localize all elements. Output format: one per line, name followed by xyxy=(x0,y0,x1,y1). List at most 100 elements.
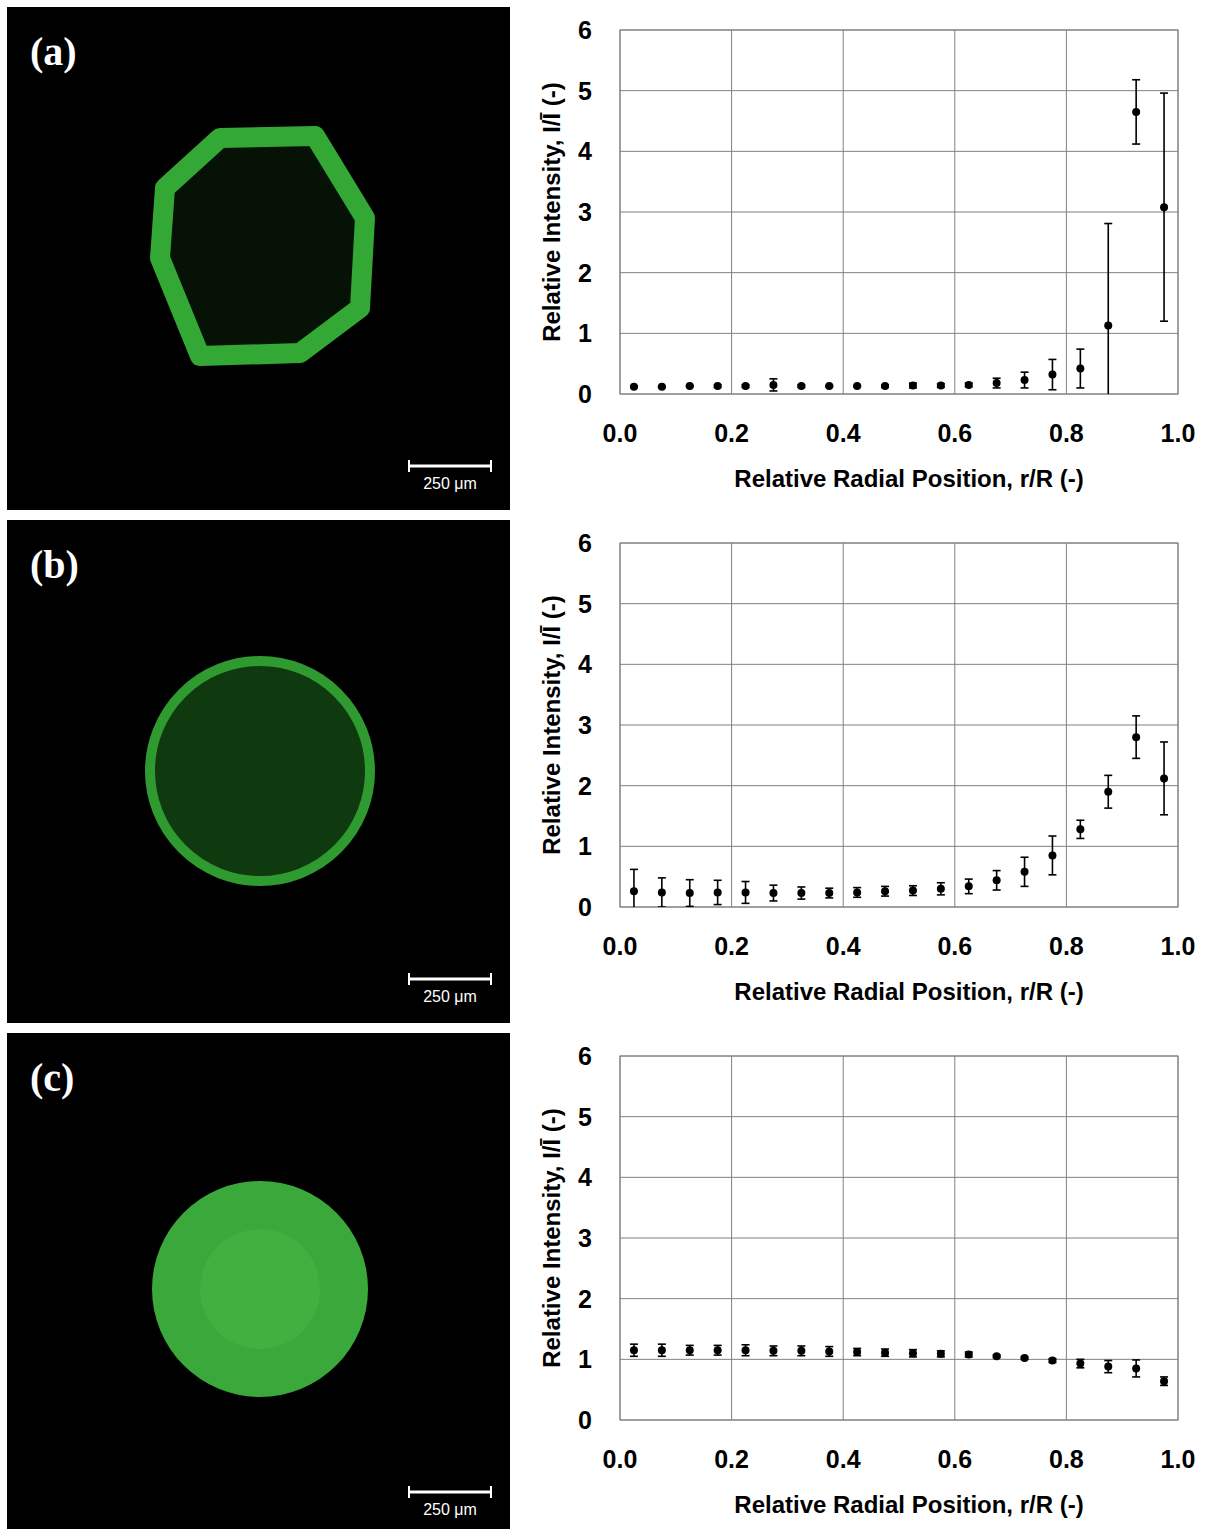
data-point xyxy=(825,1347,833,1355)
data-point xyxy=(825,382,833,390)
x-tick-label: 0.6 xyxy=(937,932,972,960)
capsule-core xyxy=(200,1229,320,1349)
data-point xyxy=(1104,1363,1112,1371)
data-point xyxy=(769,1347,777,1355)
y-tick-label: 6 xyxy=(578,16,592,44)
y-tick-label: 6 xyxy=(578,529,592,557)
error-bar xyxy=(937,883,945,895)
error-bar-stem xyxy=(1107,224,1109,394)
error-bar xyxy=(1076,820,1084,838)
data-point xyxy=(965,381,973,389)
error-bar-cap xyxy=(937,894,945,896)
grid-line xyxy=(620,90,1178,91)
error-bar xyxy=(881,1349,889,1356)
grid-line xyxy=(620,333,1178,334)
error-bar xyxy=(1132,1360,1140,1377)
grid-line xyxy=(620,603,1178,604)
error-bar-cap xyxy=(769,1355,777,1357)
y-tick-label: 5 xyxy=(578,1103,592,1131)
error-bar-cap xyxy=(881,886,889,888)
error-bar-cap xyxy=(993,889,1001,891)
data-point xyxy=(881,887,889,895)
grid-line xyxy=(954,543,955,907)
error-bar-cap xyxy=(1076,348,1084,350)
y-tick-label: 4 xyxy=(578,137,592,165)
error-bar-cap xyxy=(1160,320,1168,322)
error-bar-cap xyxy=(658,1356,666,1358)
y-tick-label: 1 xyxy=(578,319,592,347)
error-bar-cap xyxy=(714,1345,722,1347)
data-point xyxy=(658,1346,666,1354)
data-point xyxy=(1132,733,1140,741)
scale-bar xyxy=(409,465,491,468)
error-bar-cap xyxy=(769,900,777,902)
error-bar-cap xyxy=(825,887,833,889)
error-bar xyxy=(1048,359,1056,389)
y-tick-label: 0 xyxy=(578,380,592,408)
data-point xyxy=(881,382,889,390)
error-bar xyxy=(1160,93,1168,321)
error-bar-cap xyxy=(658,1343,666,1345)
data-point xyxy=(1021,868,1029,876)
error-bar-cap xyxy=(1021,856,1029,858)
data-point xyxy=(769,889,777,897)
error-bar-cap xyxy=(742,1344,750,1346)
error-bar-cap xyxy=(993,387,1001,389)
data-point xyxy=(630,887,638,895)
x-tick-label: 0.2 xyxy=(714,419,749,447)
error-bar xyxy=(1048,836,1056,875)
x-tick-label: 1.0 xyxy=(1161,1445,1196,1473)
data-point xyxy=(1132,108,1140,116)
grid-line xyxy=(620,1116,1178,1117)
error-bar-cap xyxy=(1160,814,1168,816)
error-bar-cap xyxy=(1104,1372,1112,1374)
error-bar xyxy=(769,379,777,391)
data-point xyxy=(993,1352,1001,1360)
error-bar-cap xyxy=(658,906,666,907)
data-point xyxy=(797,889,805,897)
grid-line xyxy=(1066,1056,1067,1420)
data-point xyxy=(1104,321,1112,329)
scale-bar-end xyxy=(408,1486,410,1498)
data-point xyxy=(909,1349,917,1357)
y-tick-label: 5 xyxy=(578,77,592,105)
error-bar xyxy=(714,880,722,904)
y-axis-title: Relative Intensity, I/Ī (-) xyxy=(538,1108,565,1368)
error-bar-cap xyxy=(1160,92,1168,94)
grid-line xyxy=(731,1056,732,1420)
data-point xyxy=(853,1348,861,1356)
data-point xyxy=(965,882,973,890)
error-bar-cap xyxy=(993,377,1001,379)
x-tick-label: 1.0 xyxy=(1161,419,1196,447)
scale-bar-label: 250 μm xyxy=(423,475,477,492)
error-bar-cap xyxy=(797,886,805,888)
error-bar-cap xyxy=(1076,838,1084,840)
error-bar xyxy=(1104,224,1112,394)
y-tick-label: 1 xyxy=(578,1345,592,1373)
error-bar xyxy=(769,1346,777,1356)
error-bar-cap xyxy=(1048,389,1056,391)
data-point xyxy=(686,889,694,897)
error-bar xyxy=(825,888,833,898)
grid-line xyxy=(620,664,1178,665)
data-point xyxy=(1160,774,1168,782)
error-bar-cap xyxy=(769,390,777,392)
plot-frame xyxy=(620,543,1178,907)
error-bar xyxy=(1021,857,1029,886)
error-bar xyxy=(965,879,973,894)
error-bar-cap xyxy=(1104,775,1112,777)
data-point xyxy=(1160,203,1168,211)
micrograph-background xyxy=(7,1033,510,1529)
data-point xyxy=(686,382,694,390)
error-bar xyxy=(742,1345,750,1356)
error-bar-cap xyxy=(853,896,861,898)
scale-bar-end xyxy=(490,973,492,985)
plot-area xyxy=(620,1056,1178,1420)
error-bar-cap xyxy=(686,1345,694,1347)
error-bar-cap xyxy=(825,1356,833,1358)
error-bar xyxy=(1160,742,1168,815)
grid-line xyxy=(620,272,1178,273)
error-bar-cap xyxy=(686,1354,694,1356)
y-tick-label: 4 xyxy=(578,1163,592,1191)
error-bar xyxy=(686,880,694,907)
